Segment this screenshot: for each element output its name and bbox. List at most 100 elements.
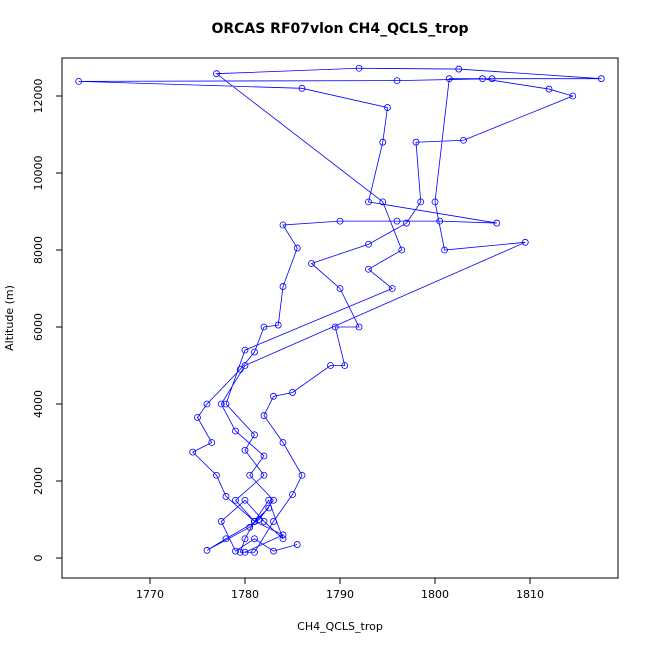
- data-point: [251, 548, 258, 556]
- data-point: [460, 136, 467, 144]
- data-point: [217, 400, 225, 408]
- y-tick-label: 8000: [32, 236, 45, 264]
- data-point: [298, 84, 306, 92]
- data-point: [270, 392, 277, 400]
- data-point: [251, 431, 258, 439]
- chart-title: ORCAS RF07vlon CH4_QCLS_trop: [211, 21, 468, 37]
- data-point: [246, 471, 254, 479]
- data-point: [246, 523, 254, 531]
- data-point: [251, 518, 258, 525]
- data-point: [279, 439, 287, 446]
- x-tick-label: 1780: [231, 588, 259, 601]
- x-axis-title: CH4_QCLS_trop: [297, 620, 383, 633]
- data-point: [365, 198, 372, 206]
- data-point: [260, 452, 268, 460]
- x-tick-label: 1800: [421, 588, 449, 601]
- data-point: [213, 471, 220, 479]
- data-point: [365, 240, 372, 248]
- data-point: [270, 518, 277, 525]
- data-point: [279, 531, 287, 539]
- data-point: [75, 77, 83, 85]
- data-point: [597, 75, 605, 83]
- y-tick-label: 0: [32, 555, 45, 562]
- data-point: [431, 198, 439, 206]
- data-point: [393, 217, 401, 225]
- data-point: [417, 198, 425, 206]
- data-point: [327, 362, 334, 369]
- data-point: [203, 546, 211, 554]
- x-tick-label: 1790: [326, 588, 354, 601]
- data-point: [412, 138, 420, 146]
- series-line: [78, 67, 602, 553]
- data-point: [545, 85, 553, 93]
- y-tick-label: 6000: [32, 313, 45, 341]
- data-point: [393, 77, 401, 85]
- data-point: [241, 548, 249, 556]
- data-point: [379, 138, 387, 146]
- data-point: [365, 265, 372, 273]
- data-point: [208, 439, 216, 446]
- data-point: [241, 496, 249, 504]
- data-point: [355, 64, 363, 72]
- data-point: [241, 446, 249, 454]
- data-point: [289, 491, 296, 498]
- data-point: [403, 219, 410, 227]
- data-point: [521, 238, 529, 246]
- data-point: [251, 535, 258, 543]
- data-point: [331, 323, 339, 331]
- data-point: [194, 414, 201, 421]
- data-point: [274, 321, 282, 329]
- data-point: [569, 92, 577, 100]
- data-point: [270, 547, 277, 555]
- y-tick-label: 12000: [32, 79, 45, 114]
- data-point: [455, 65, 463, 73]
- data-point: [213, 70, 220, 78]
- data-point: [189, 448, 197, 456]
- data-point: [388, 285, 396, 292]
- data-point: [279, 283, 287, 290]
- data-point: [222, 535, 230, 543]
- data-point: [241, 362, 249, 369]
- data-point: [336, 217, 344, 225]
- data-point: [203, 400, 211, 408]
- data-point: [265, 504, 273, 512]
- data-point: [232, 427, 239, 435]
- data-point: [398, 246, 406, 254]
- data-point: [336, 285, 344, 292]
- data-point: [255, 516, 263, 523]
- data-point: [279, 535, 287, 543]
- data-point: [241, 535, 249, 543]
- data-point: [260, 323, 268, 331]
- data-point: [441, 246, 448, 254]
- y-axis-title: Altitude (m): [3, 285, 16, 351]
- data-point: [232, 547, 239, 555]
- y-tick-label: 2000: [32, 467, 45, 495]
- data-point: [241, 346, 249, 354]
- data-point: [217, 518, 225, 525]
- data-point: [293, 244, 301, 252]
- data-point: [341, 362, 349, 369]
- data-point: [251, 348, 258, 356]
- data-point: [479, 75, 486, 83]
- data-point: [260, 471, 268, 479]
- data-point: [232, 496, 239, 504]
- y-tick-label: 10000: [32, 156, 45, 191]
- data-point: [265, 496, 273, 504]
- data-point: [379, 198, 387, 206]
- data-point: [293, 541, 301, 548]
- data-point: [488, 75, 496, 83]
- data-point: [493, 219, 501, 227]
- x-tick-label: 1770: [136, 588, 164, 601]
- data-point: [308, 260, 315, 267]
- x-tick-label: 1810: [516, 588, 544, 601]
- data-point: [279, 221, 287, 229]
- y-tick-label: 4000: [32, 390, 45, 418]
- data-point: [384, 104, 391, 111]
- data-point: [222, 493, 230, 500]
- data-point: [270, 496, 277, 504]
- data-point: [236, 548, 244, 556]
- data-point: [222, 400, 230, 408]
- data-point: [236, 365, 244, 373]
